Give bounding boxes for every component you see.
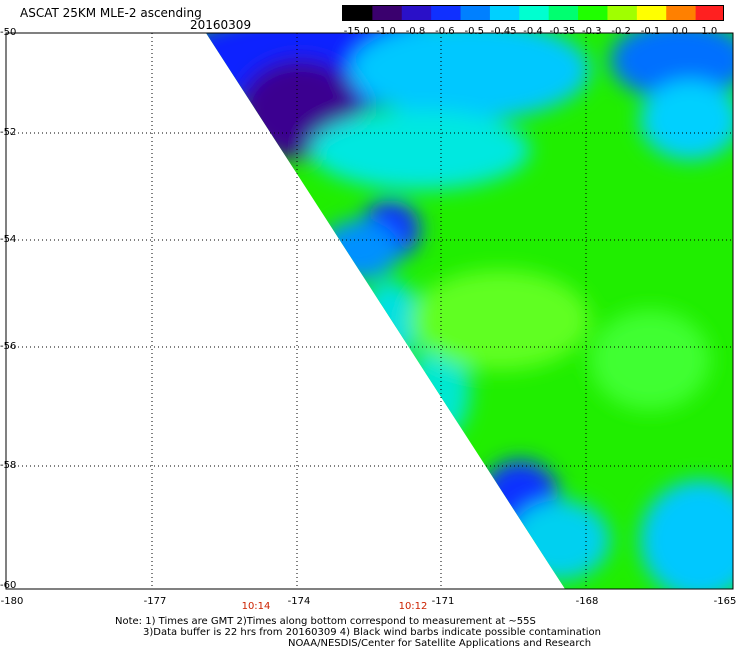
lat-label-56: -56 [0,341,17,352]
lon-label-168: -168 [575,596,599,607]
colorbar-segment [548,6,579,20]
colorbar-segment [489,6,520,20]
colorbar-label: 0.0 [671,26,688,37]
lat-label-50: -50 [0,27,17,38]
colorbar-labels: -15.0 -1.0 -0.8 -0.6 -0.5 -0.45 -0.4 -0.35 -0.3-… [342,26,724,38]
colorbar-segment [372,6,403,20]
colorbar-label: -15.0 [343,26,370,37]
colorbar-label: -0.5 [464,26,484,37]
time-label-1014: 10:14 [241,601,271,612]
lon-label-174: -174 [287,596,311,607]
lon-label-180: -180 [0,596,24,607]
time-label-1012: 10:12 [398,601,428,612]
colorbar-label: -0.6 [435,26,455,37]
colorbar-label: -0.8 [405,26,426,37]
graticule [6,33,733,589]
lon-label-171: -171 [431,596,455,607]
map-date: 20160309 [190,18,252,32]
colorbar-segment [578,6,608,20]
map-title: ASCAT 25KM MLE-2 ascending [20,6,202,20]
footer-credit: NOAA/NESDIS/Center for Satellite Applica… [288,638,592,649]
colorbar-segment [460,6,491,20]
colorbar [342,5,724,21]
lon-label-177: -177 [143,596,167,607]
colorbar-label: -0.35 [549,26,576,37]
footer-note-line1: Note: 1) Times are GMT 2)Times along bot… [115,616,536,627]
colorbar-segment [695,6,723,20]
colorbar-label: -0.3 [582,26,602,37]
colorbar-segment [431,6,462,20]
colorbar-segment [636,6,667,20]
lat-label-60: -60 [0,580,17,591]
colorbar-segment [343,6,373,20]
footer-note-line2: 3)Data buffer is 22 hrs from 20160309 4)… [143,627,601,638]
colorbar-segment [607,6,638,20]
colorbar-segment [666,6,697,20]
lat-label-54: -54 [0,234,17,245]
swath-data [206,33,733,589]
lon-label-165: -165 [713,596,737,607]
lat-label-52: -52 [0,127,17,138]
colorbar-label: 1.0 [701,26,718,37]
colorbar-segment [519,6,550,20]
colorbar-label: -0.1 [640,26,661,37]
colorbar-label: -0.45 [490,26,517,37]
colorbar-segment [401,6,432,20]
colorbar-label: -1.0 [376,26,396,37]
lat-label-58: -58 [0,460,17,471]
colorbar-label: -0.4 [523,26,543,37]
colorbar-label: -0.2 [611,26,631,37]
